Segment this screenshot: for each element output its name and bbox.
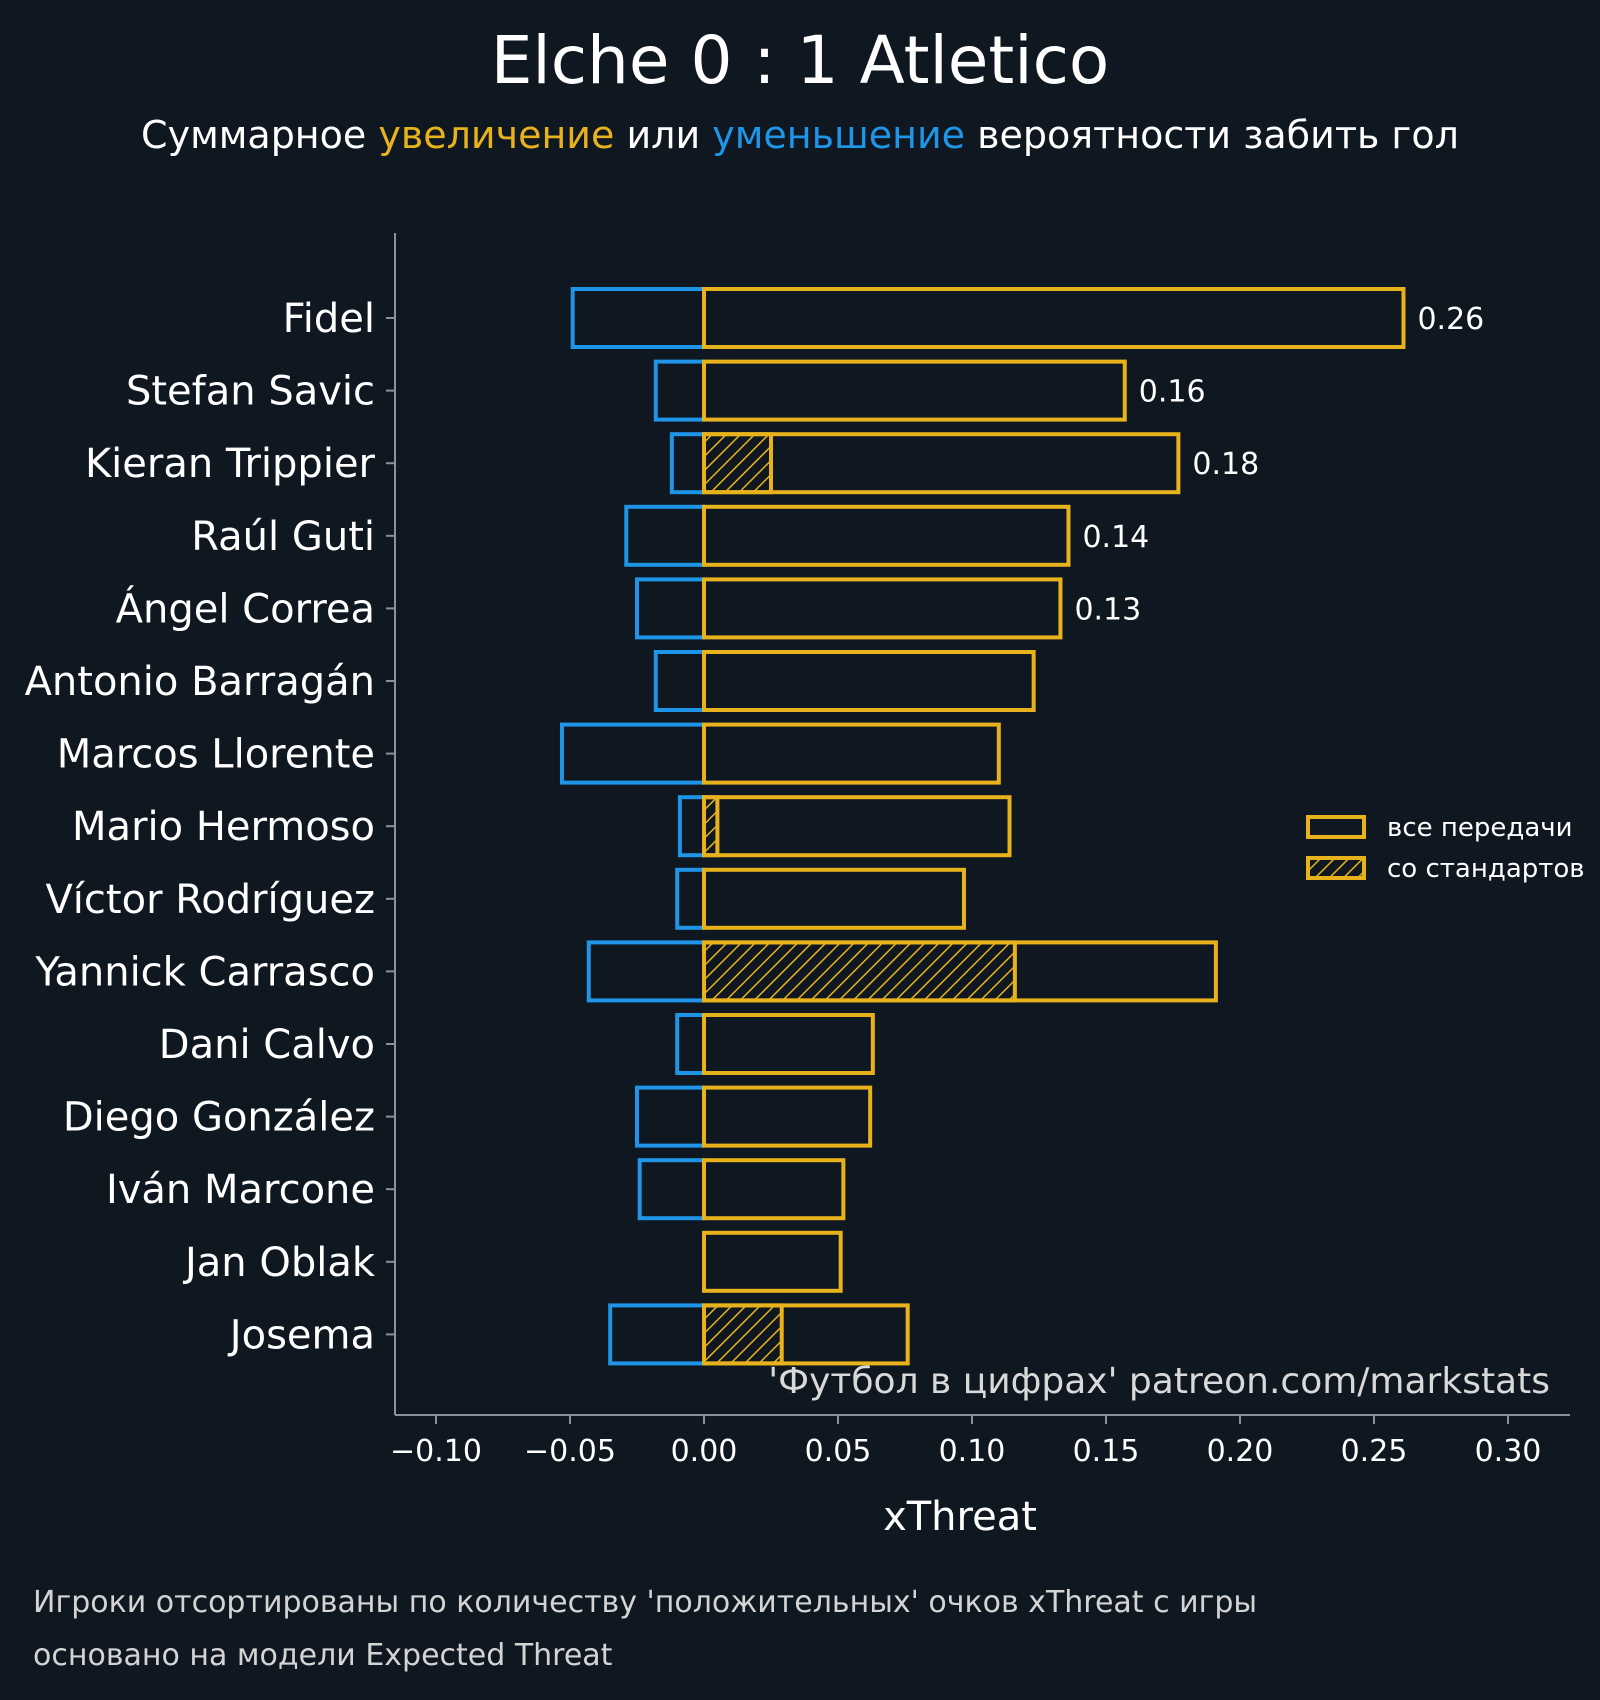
footnote-sorting: Игроки отсортированы по количеству 'поло… bbox=[33, 1585, 1258, 1620]
x-tick-label: −0.10 bbox=[390, 1434, 482, 1469]
positive-bar bbox=[702, 577, 1063, 640]
category-label: Fidel bbox=[283, 296, 375, 342]
negative-bar bbox=[677, 795, 707, 858]
category-label: Diego González bbox=[63, 1095, 375, 1141]
category-label: Víctor Rodríguez bbox=[45, 877, 375, 923]
chart-subtitle: Суммарное увеличение или уменьшение веро… bbox=[0, 113, 1600, 157]
negative-bar bbox=[570, 287, 706, 349]
negative-bar bbox=[559, 722, 707, 785]
watermark: 'Футбол в цифрах' patreon.com/markstats bbox=[768, 1361, 1550, 1402]
category-label: Kieran Trippier bbox=[85, 441, 376, 487]
positive-bar bbox=[702, 867, 966, 930]
x-tick-label: 0.30 bbox=[1475, 1434, 1542, 1469]
positive-bar bbox=[702, 359, 1127, 422]
positive-bar bbox=[702, 1303, 910, 1366]
category-label: Raúl Guti bbox=[191, 514, 375, 560]
negative-bar bbox=[586, 940, 707, 1003]
negative-bar bbox=[669, 432, 707, 495]
value-label: 0.18 bbox=[1192, 447, 1259, 482]
negative-bar bbox=[675, 1013, 707, 1075]
negative-bar bbox=[608, 1303, 707, 1366]
x-tick-label: −0.05 bbox=[524, 1434, 616, 1469]
subtitle-part1: Суммарное bbox=[141, 113, 379, 157]
x-tick-label: 0.25 bbox=[1341, 1434, 1408, 1469]
negative-bar bbox=[675, 867, 707, 930]
category-label: Ángel Correa bbox=[116, 584, 375, 632]
positive-bar bbox=[702, 432, 1181, 495]
negative-bar bbox=[637, 1158, 706, 1221]
category-label: Josema bbox=[227, 1312, 375, 1358]
category-label: Mario Hermoso bbox=[72, 804, 375, 850]
x-tick-label: 0.10 bbox=[939, 1434, 1006, 1469]
positive-bar bbox=[702, 1013, 875, 1075]
category-label: Yannick Carrasco bbox=[34, 949, 375, 995]
category-label: Stefan Savic bbox=[126, 369, 375, 415]
legend-swatch-all-passes bbox=[1306, 815, 1366, 839]
x-tick-label: 0.15 bbox=[1073, 1434, 1140, 1469]
legend-label-set-pieces: со стандартов bbox=[1387, 854, 1585, 884]
set-piece-bar bbox=[702, 1303, 784, 1366]
negative-bar bbox=[635, 1085, 706, 1148]
positive-bar bbox=[702, 1230, 843, 1293]
subtitle-part3: вероятности забить гол bbox=[965, 113, 1459, 157]
subtitle-part2: или bbox=[614, 113, 713, 157]
xthreat-bar-chart: −0.10 −0.05 0.00 0.05 0.10 0.15 0.20 0.25 0.30 xT… bbox=[25, 233, 1585, 1540]
value-label: 0.26 bbox=[1417, 302, 1484, 337]
x-tick-label: 0.00 bbox=[671, 1434, 738, 1469]
value-label: 0.14 bbox=[1082, 520, 1149, 555]
positive-bar bbox=[702, 940, 1218, 1003]
category-label: Dani Calvo bbox=[159, 1022, 375, 1068]
legend-label-all-passes: все передачи bbox=[1387, 813, 1573, 843]
positive-bar bbox=[702, 504, 1071, 567]
set-piece-bar bbox=[702, 940, 1017, 1003]
subtitle-increase: увеличение bbox=[378, 113, 615, 157]
legend-swatch-set-pieces bbox=[1306, 856, 1366, 880]
positive-bar bbox=[702, 287, 1406, 349]
value-label: 0.13 bbox=[1074, 592, 1141, 627]
positive-bar bbox=[702, 650, 1036, 712]
negative-bar bbox=[653, 650, 707, 712]
subtitle-decrease: уменьшение bbox=[712, 113, 966, 157]
positive-bar bbox=[702, 795, 1012, 858]
x-axis-label: xThreat bbox=[883, 1494, 1037, 1540]
negative-bar bbox=[624, 504, 707, 567]
footnote-model: основано на модели Expected Threat bbox=[33, 1638, 613, 1673]
positive-bar bbox=[702, 1085, 873, 1148]
chart-title: Elche 0 : 1 Atletico bbox=[490, 22, 1110, 99]
x-tick-label: 0.05 bbox=[805, 1434, 872, 1469]
positive-bar bbox=[702, 1158, 846, 1221]
category-label: Jan Oblak bbox=[182, 1240, 376, 1286]
x-tick-label: 0.20 bbox=[1207, 1434, 1274, 1469]
set-piece-bar bbox=[702, 795, 720, 858]
category-label: Marcos Llorente bbox=[57, 732, 375, 778]
value-label: 0.16 bbox=[1139, 375, 1206, 410]
category-label: Iván Marcone bbox=[106, 1167, 375, 1213]
set-piece-bar bbox=[702, 432, 773, 495]
positive-bar bbox=[702, 722, 1001, 785]
category-label: Antonio Barragán bbox=[25, 659, 375, 705]
negative-bar bbox=[653, 359, 707, 422]
negative-bar bbox=[635, 577, 706, 640]
